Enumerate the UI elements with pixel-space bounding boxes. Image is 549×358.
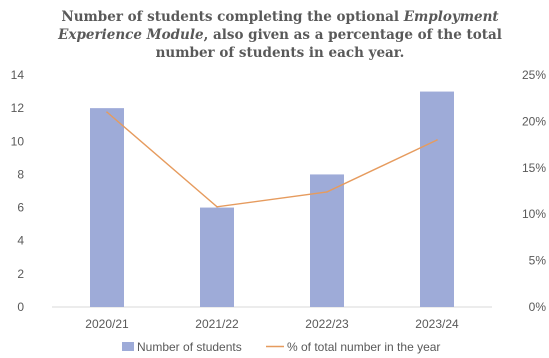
line-point: [326, 191, 328, 193]
bar: [90, 108, 124, 308]
y-left-tick-label: 14: [11, 68, 25, 82]
legend-label-bars: Number of students: [137, 340, 242, 354]
title-line1: Number of students completing the option…: [61, 9, 404, 25]
y-right-tick-label: 20%: [522, 114, 546, 128]
x-tick-label: 2022/23: [305, 317, 349, 331]
y-right-tick-label: 15%: [522, 161, 546, 175]
y-left-tick-label: 2: [17, 267, 24, 281]
bar: [310, 174, 344, 307]
y-right-tick-label: 5%: [529, 254, 547, 268]
line-point: [216, 205, 218, 208]
chart-title: Number of students completing the option…: [40, 8, 520, 62]
y-right-tick-label: 10%: [522, 207, 546, 221]
title-line1-emphasis: Employment: [403, 9, 499, 25]
legend-swatch-bars: [122, 342, 134, 351]
y-left-tick-label: 0: [17, 300, 24, 314]
y-right-tick-label: 0%: [529, 300, 547, 314]
y-right-tick-label: 25%: [522, 68, 546, 82]
y-left-tick-label: 12: [11, 101, 25, 115]
legend-label-line: % of total number in the year: [287, 340, 440, 354]
bar: [420, 91, 454, 307]
title-line2-emphasis: Experience Module: [58, 27, 204, 43]
x-tick-label: 2023/24: [415, 317, 459, 331]
y-left-tick-label: 8: [17, 167, 24, 181]
y-left-tick-label: 10: [11, 134, 25, 148]
bar: [200, 207, 234, 307]
y-left-tick-label: 4: [17, 234, 24, 248]
y-left-tick-label: 6: [17, 201, 24, 215]
x-tick-label: 2021/22: [195, 317, 239, 331]
title-line2: , also given as a percentage of the tota…: [203, 27, 502, 43]
series-line: [106, 111, 438, 208]
x-tick-label: 2020/21: [85, 317, 129, 331]
line-point: [106, 111, 108, 113]
title-line3: number of students in each year.: [155, 45, 405, 61]
line-point: [436, 139, 438, 141]
